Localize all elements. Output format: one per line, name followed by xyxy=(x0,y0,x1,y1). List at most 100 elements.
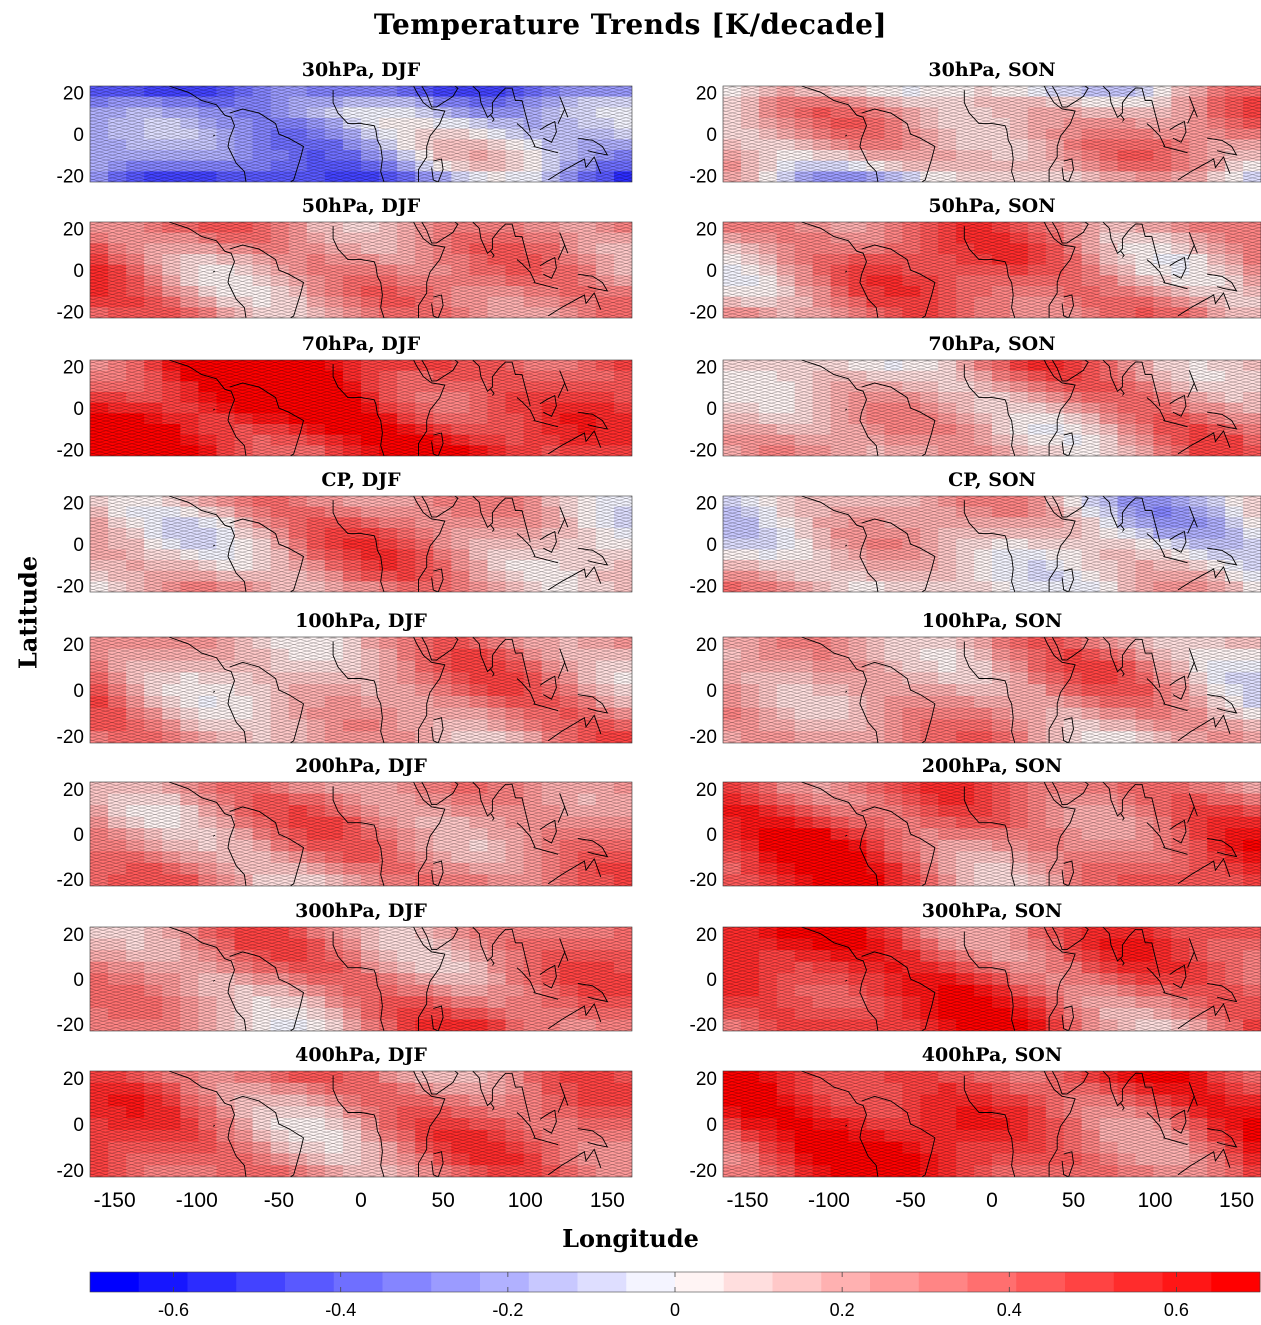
heatmap-cell xyxy=(162,445,181,456)
heatmap-cell xyxy=(198,874,218,886)
heatmap-cell xyxy=(577,107,597,119)
heatmap-cell xyxy=(523,360,543,372)
heatmap-cell xyxy=(361,307,380,318)
colorbar-swatch xyxy=(1162,1272,1212,1292)
heatmap-cell xyxy=(1117,296,1137,308)
heatmap-cell xyxy=(306,950,326,963)
heatmap-cell xyxy=(1225,1019,1244,1031)
heatmap-cell xyxy=(1081,392,1101,404)
colorbar-swatch xyxy=(285,1272,335,1292)
panel-title: 300hPa, DJF xyxy=(295,900,427,922)
heatmap-cell xyxy=(162,660,181,673)
heatmap-cell xyxy=(794,560,814,572)
heatmap-cell xyxy=(1099,660,1119,673)
heatmap-cell xyxy=(505,445,525,456)
heatmap-cell xyxy=(992,286,1011,298)
panel-frame xyxy=(722,359,1261,457)
heatmap-cell xyxy=(361,496,380,508)
heatmap-cell xyxy=(90,232,109,244)
heatmap-cell xyxy=(1117,275,1137,287)
heatmap-cell xyxy=(938,445,957,456)
heatmap-cell xyxy=(523,286,543,298)
heatmap-cell xyxy=(469,816,489,829)
heatmap-cell xyxy=(1009,139,1029,151)
heatmap-cell xyxy=(415,392,434,404)
heatmap-cell xyxy=(776,370,796,382)
heatmap-cell xyxy=(740,731,760,743)
heatmap-cell xyxy=(306,538,326,550)
heatmap-cell xyxy=(776,243,796,255)
heatmap-cell xyxy=(379,392,398,404)
heatmap-cell xyxy=(270,243,290,255)
heatmap-cell xyxy=(198,139,218,151)
heatmap-cell xyxy=(1009,86,1029,98)
heatmap-cell xyxy=(956,424,975,436)
heatmap-cell xyxy=(1009,222,1029,234)
heatmap-cell xyxy=(361,264,380,276)
heatmap-cell xyxy=(469,874,489,886)
heatmap-cell xyxy=(180,1094,199,1107)
heatmap-cell xyxy=(342,1071,362,1084)
heatmap-cell xyxy=(469,243,489,255)
heatmap-cell xyxy=(812,307,832,318)
heatmap-cell xyxy=(1027,528,1047,540)
heatmap-cell xyxy=(216,128,236,140)
heatmap-cell xyxy=(956,660,975,673)
heatmap-cell xyxy=(306,731,326,743)
heatmap-cell xyxy=(974,973,993,986)
heatmap-cell xyxy=(90,1165,109,1177)
heatmap-cell xyxy=(559,528,579,540)
heatmap-cell xyxy=(216,307,236,318)
heatmap-cell xyxy=(884,862,903,876)
heatmap-cell xyxy=(559,254,579,266)
heatmap-cell xyxy=(487,1106,507,1119)
y-tick-label: 0 xyxy=(706,535,717,556)
heatmap-cell xyxy=(613,424,632,436)
heatmap-cell xyxy=(1153,719,1172,732)
heatmap-cell xyxy=(180,232,199,244)
heatmap-cell xyxy=(830,996,850,1009)
heatmap-cell xyxy=(1153,570,1172,582)
heatmap-cell xyxy=(397,528,416,540)
heatmap-cell xyxy=(306,1082,326,1096)
heatmap-cell xyxy=(234,445,254,456)
heatmap-cell xyxy=(270,434,290,446)
heatmap-cell xyxy=(126,1019,145,1031)
heatmap-cell xyxy=(1135,549,1154,561)
heatmap-cell xyxy=(306,581,326,592)
heatmap-cell xyxy=(1171,128,1190,140)
heatmap-cell xyxy=(1063,254,1083,266)
heatmap-cell xyxy=(1117,86,1137,98)
heatmap-cell xyxy=(180,961,199,974)
heatmap-cell xyxy=(848,139,868,151)
heatmap-cell xyxy=(974,445,993,456)
heatmap-cell xyxy=(758,150,778,162)
heatmap-cell xyxy=(487,150,507,162)
heatmap-cell xyxy=(1207,118,1226,130)
heatmap-cell xyxy=(415,1165,434,1177)
heatmap-cell xyxy=(234,232,254,244)
heatmap-cell xyxy=(884,1007,903,1021)
heatmap-cell xyxy=(1027,171,1047,182)
heatmap-cell xyxy=(956,517,975,529)
heatmap-cell xyxy=(758,413,778,425)
heatmap-cell xyxy=(776,506,796,518)
heatmap-cell xyxy=(1171,286,1190,298)
heatmap-cell xyxy=(794,96,814,108)
heatmap-cell xyxy=(469,254,489,266)
heatmap-cell xyxy=(974,286,993,298)
heatmap-cell xyxy=(723,660,742,673)
heatmap-cell xyxy=(794,150,814,162)
coastlines xyxy=(168,360,609,456)
heatmap-cell xyxy=(884,286,903,298)
heatmap-cell xyxy=(90,874,109,886)
heatmap-cell xyxy=(1117,286,1137,298)
heatmap-cell xyxy=(397,381,416,393)
heatmap-cell xyxy=(1243,637,1261,650)
colorbar-swatch xyxy=(90,1272,140,1292)
heatmap-cell xyxy=(848,1019,868,1031)
heatmap-cell xyxy=(306,107,326,119)
heatmap-cell xyxy=(1207,107,1226,119)
heatmap-cell xyxy=(1225,370,1244,382)
